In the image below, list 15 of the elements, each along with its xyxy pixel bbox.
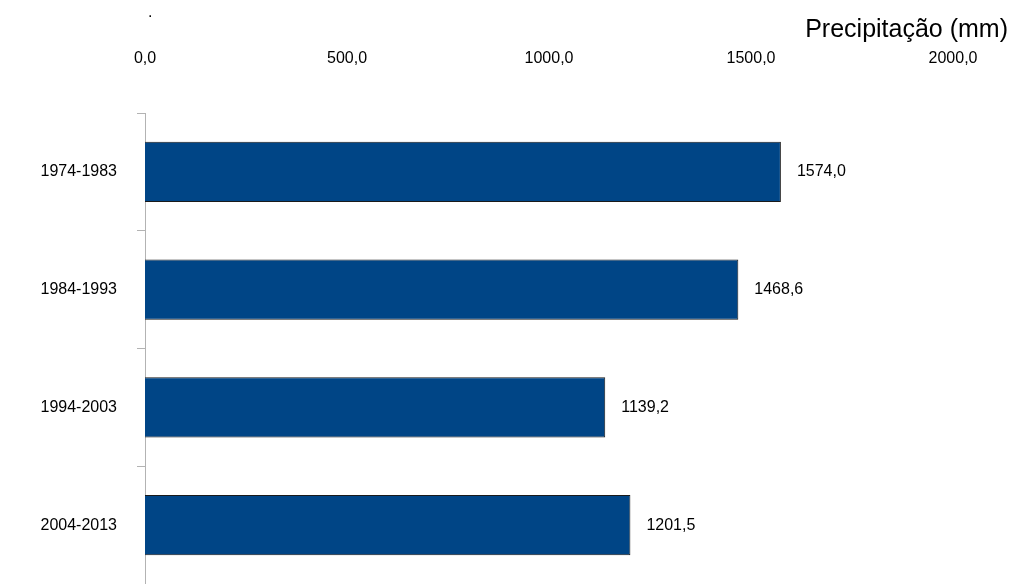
- x-axis-title: Precipitação (mm): [805, 14, 1008, 42]
- x-tick-label: 0,0: [133, 48, 157, 66]
- y-tick-label: 1994-2003: [40, 397, 118, 415]
- x-tick-label: 500,0: [326, 48, 368, 66]
- x-tick-label: 1500,0: [726, 48, 776, 66]
- data-label: 1574,0: [796, 162, 846, 180]
- x-tick-label: 2000,0: [928, 48, 978, 66]
- data-label: 1468,6: [754, 280, 804, 298]
- x-tick-label: 1000,0: [524, 48, 574, 66]
- data-label: 1201,5: [646, 515, 696, 533]
- y-tick-label: 1974-1983: [40, 162, 118, 180]
- data-label: 1139,2: [621, 397, 670, 415]
- y-tick-label: 2004-2013: [40, 515, 118, 533]
- y-tick-label: 1984-1993: [40, 280, 118, 298]
- chart-title: .: [148, 3, 153, 20]
